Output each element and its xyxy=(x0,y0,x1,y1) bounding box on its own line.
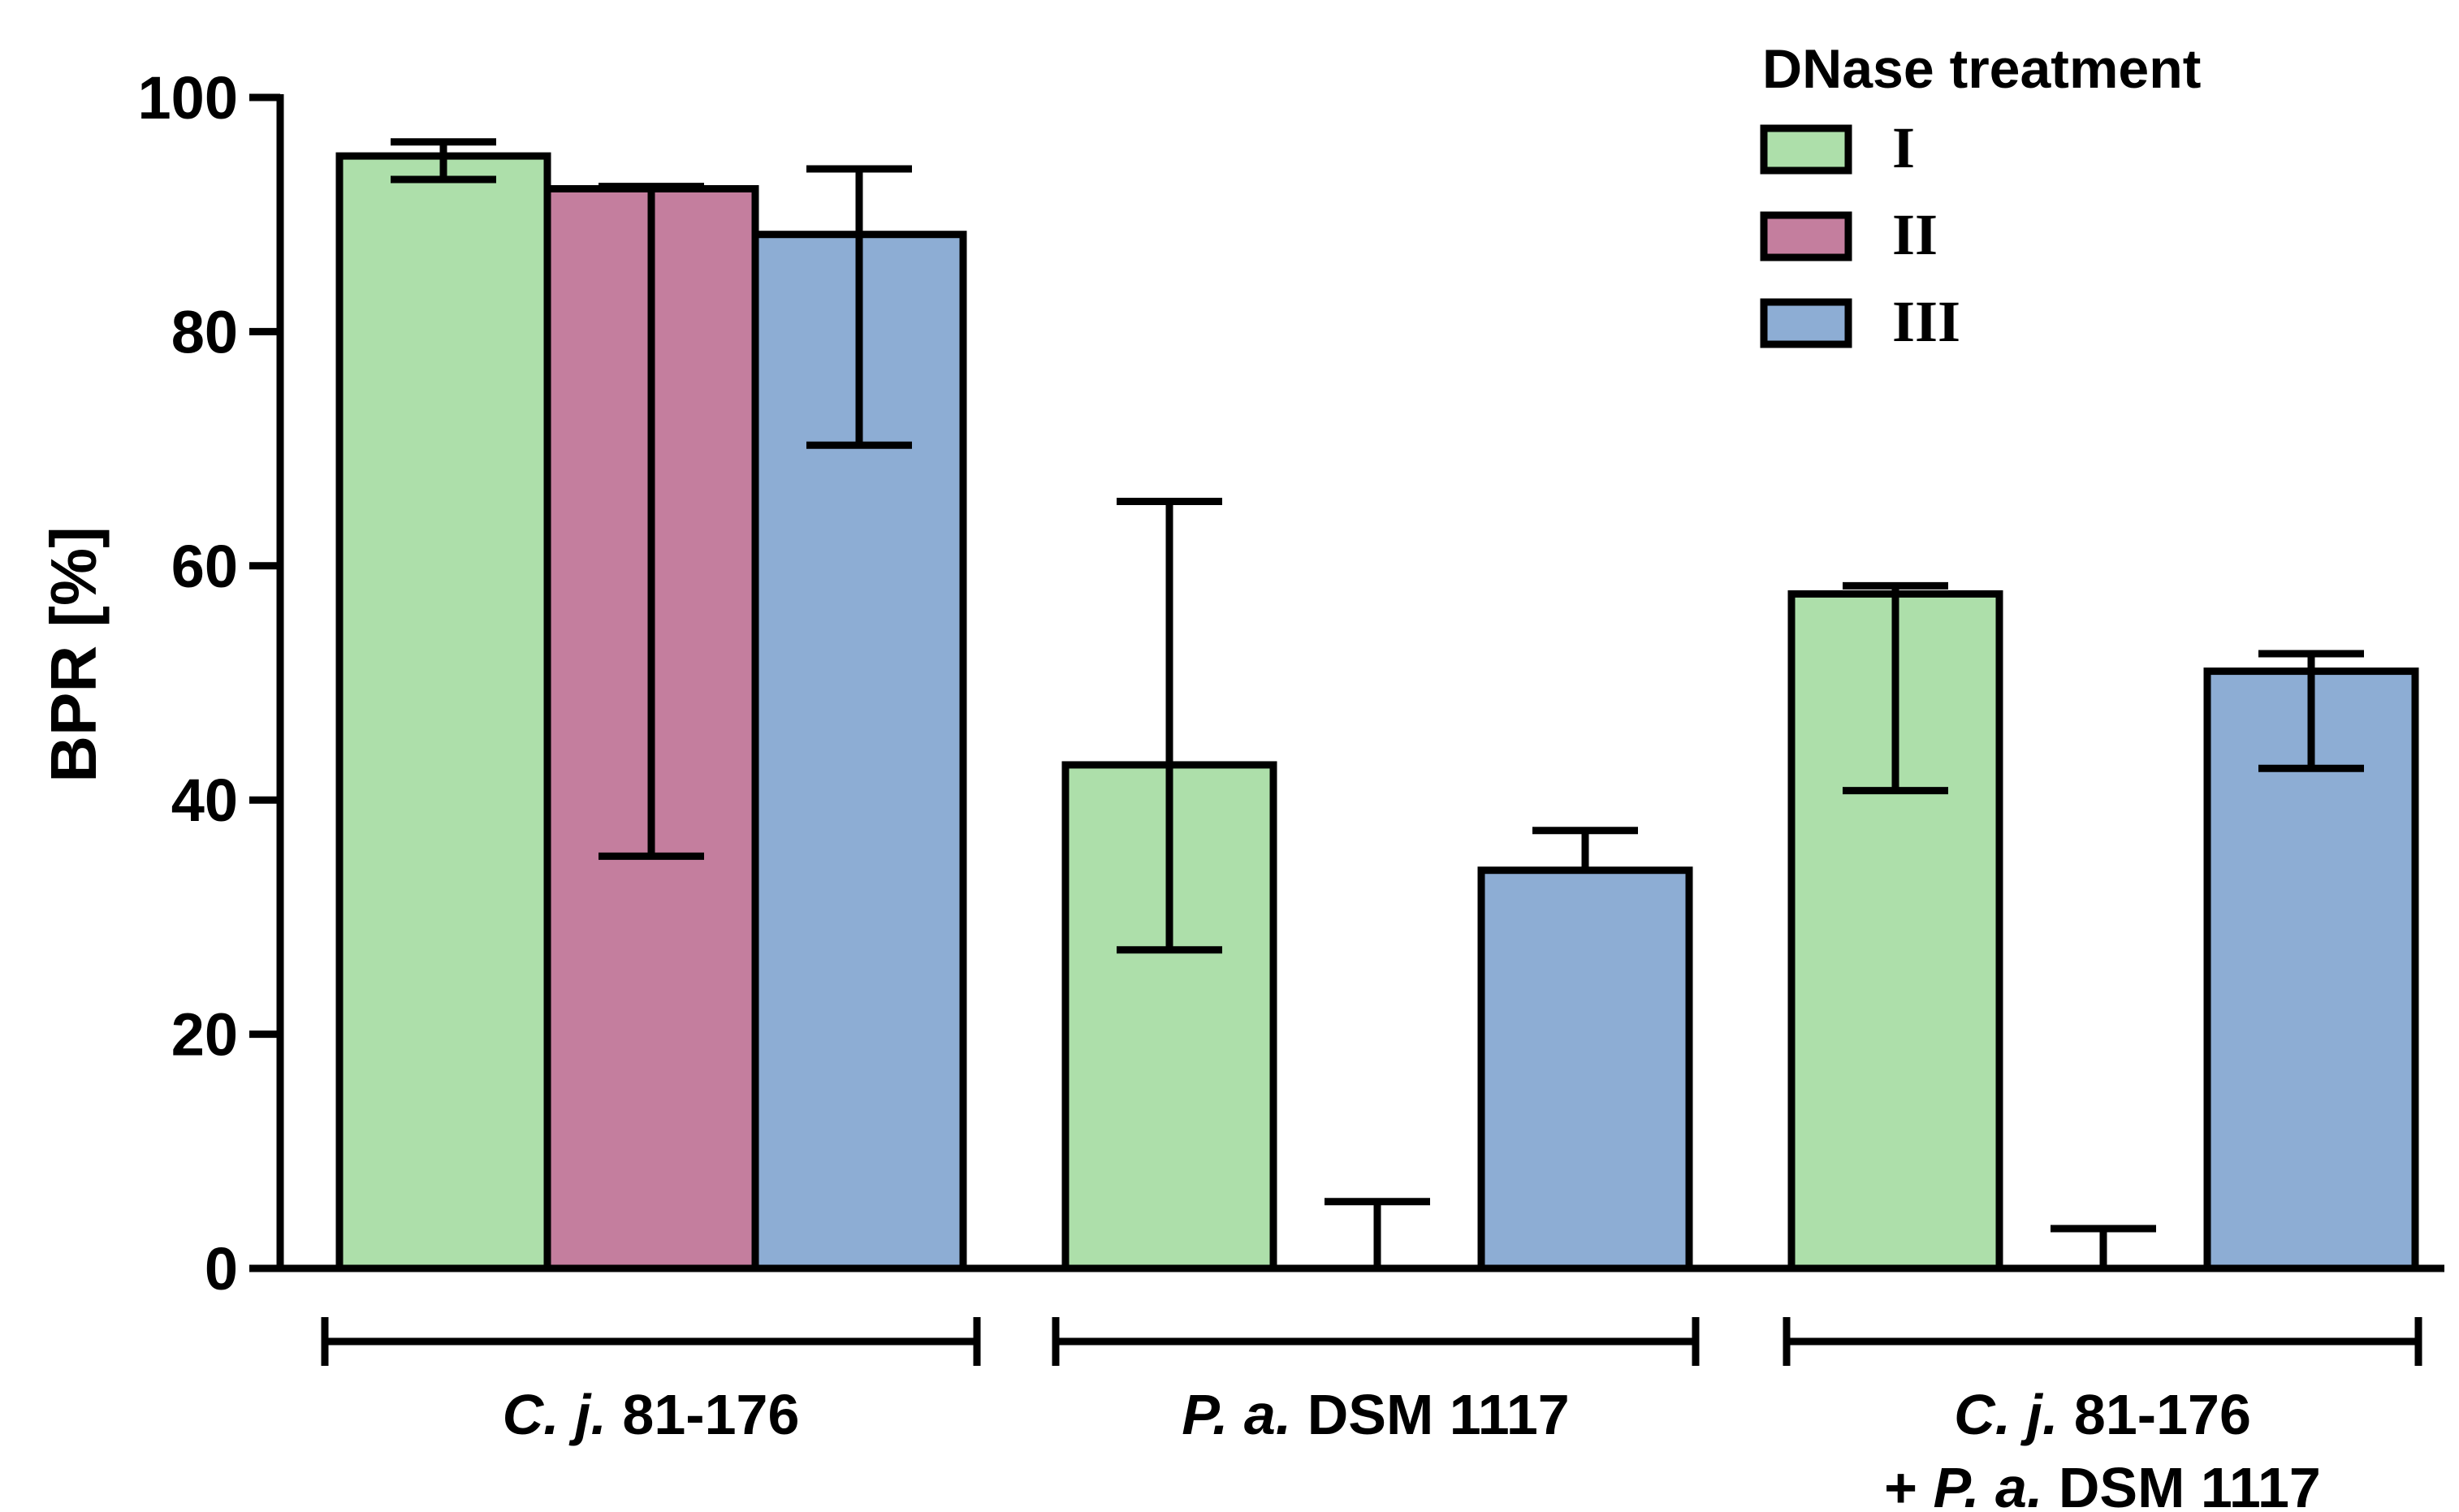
y-tick-label-80: 80 xyxy=(171,298,238,365)
legend-item-I: I xyxy=(1760,115,1915,180)
error-bar-III-group-1 xyxy=(806,165,912,449)
y-axis-label: BPR [%] xyxy=(37,526,110,783)
legend-item-II: II xyxy=(1760,202,1938,267)
y-axis: 0 20 40 60 80 100 xyxy=(138,64,2444,1302)
legend-item-III: III xyxy=(1760,289,1960,354)
legend-swatch-I xyxy=(1760,124,1852,175)
error-bar-I-group-2 xyxy=(1117,497,1222,954)
group-label-1: C. j. 81-176 xyxy=(503,1383,800,1446)
error-bar-II-group-1 xyxy=(599,183,704,860)
error-bar-III-group-3 xyxy=(2258,650,2364,772)
y-tick-label-60: 60 xyxy=(171,533,238,600)
y-tick-label-20: 20 xyxy=(171,1001,238,1069)
y-tick-label-40: 40 xyxy=(171,767,238,834)
legend-label-I: I xyxy=(1892,115,1915,180)
group-bracket-2 xyxy=(1052,1317,1700,1366)
group-label-2: P. a. DSM 1117 xyxy=(1182,1383,1569,1446)
error-bar-I-group-3 xyxy=(1843,581,1948,795)
legend-swatch-III xyxy=(1760,298,1852,348)
group-brackets: C. j. 81-176 P. a. DSM 1117 C. j. 81-176 + … xyxy=(321,1317,2422,1512)
group-label-3-line-2: + P. a. DSM 1117 xyxy=(1884,1456,2321,1512)
legend-label-III: III xyxy=(1892,289,1960,354)
bar-III-group-2 xyxy=(1477,866,1693,1272)
bar-I-group-1 xyxy=(335,152,551,1272)
legend-label-II: II xyxy=(1892,202,1938,267)
error-bar-I-group-1 xyxy=(391,138,496,184)
y-tick-label-100: 100 xyxy=(138,64,238,132)
group-bracket-3 xyxy=(1783,1317,2422,1366)
legend-title: DNase treatment xyxy=(1762,38,2201,100)
y-tick-label-0: 0 xyxy=(205,1235,238,1302)
legend-swatch-II xyxy=(1760,211,1852,261)
error-bars-layer xyxy=(391,138,2364,1268)
group-label-3-line-1: C. j. 81-176 xyxy=(1954,1383,2251,1446)
error-bar-II-group-2 xyxy=(1325,1198,1430,1268)
group-bracket-1 xyxy=(321,1317,981,1366)
error-bar-III-group-2 xyxy=(1532,827,1638,870)
error-bar-II-group-3 xyxy=(2051,1225,2156,1268)
